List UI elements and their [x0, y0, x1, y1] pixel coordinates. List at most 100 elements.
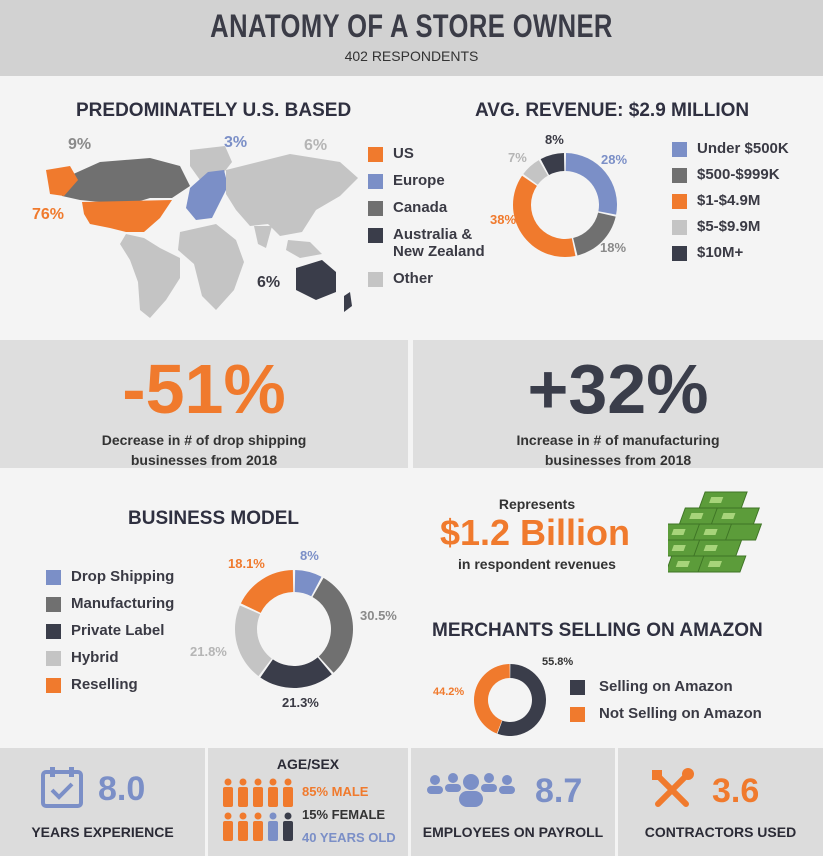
legend-1-4.9m: $1-$4.9M	[672, 192, 789, 209]
business-model-title: BUSINESS MODEL	[128, 508, 300, 529]
slice-500-999k	[573, 212, 616, 256]
calendar-icon	[41, 767, 83, 808]
slice-5-9.9m	[523, 160, 548, 185]
billion-value: $1.2 Billion	[439, 512, 631, 553]
bm-label-manufacturing: 30.5%	[360, 608, 397, 623]
manufacturing-stat: +32% Increase in # of manufacturing busi…	[413, 340, 823, 468]
legend-swatch	[368, 271, 383, 287]
rev-label-10m: 8%	[545, 132, 564, 147]
tools-icon	[652, 768, 694, 807]
contractors-label: CONTRACTORS USED	[644, 824, 797, 840]
person-icon	[238, 778, 248, 807]
africa-shape	[178, 224, 244, 310]
australia-shape	[296, 260, 336, 300]
person-icon	[238, 812, 248, 841]
legend-swatch	[570, 679, 585, 695]
person-icon	[283, 812, 293, 841]
anz-pct: 6%	[257, 274, 281, 291]
legend-hybrid: Hybrid	[46, 649, 174, 666]
revenue-title: AVG. REVENUE: $2.9 MILLION	[475, 100, 750, 121]
europe-pct: 3%	[224, 134, 248, 151]
other-pct: 6%	[304, 137, 328, 154]
slice-not-selling-amazon	[474, 664, 510, 734]
sea-islands-shape	[286, 240, 322, 258]
world-map	[46, 146, 358, 318]
legend-swatch	[672, 219, 687, 235]
legend-swatch	[368, 173, 383, 189]
person-icon	[268, 778, 278, 807]
alaska-shape	[46, 166, 78, 196]
money-stack-icon	[668, 491, 763, 573]
slice-reselling	[240, 570, 294, 613]
amazon-label-selling: 55.8%	[542, 656, 574, 668]
canada-shape	[60, 158, 190, 204]
legend-other: Other	[368, 270, 485, 287]
contractors-panel: 3.6 CONTRACTORS USED	[618, 748, 823, 856]
page-subtitle: 402 RESPONDENTS	[344, 48, 479, 64]
rev-label-5-9.9m: 7%	[508, 150, 527, 165]
legend-canada: Canada	[368, 199, 485, 216]
manufacturing-desc-1: Increase in # of manufacturing	[516, 432, 720, 448]
person-icon	[283, 778, 293, 807]
rev-label-1-4.9m: 38%	[490, 212, 517, 227]
slice-drop-shipping	[294, 570, 322, 597]
legend-us: US	[368, 145, 485, 162]
manufacturing-desc-2: businesses from 2018	[544, 452, 692, 468]
employees-value: 8.7	[535, 772, 583, 810]
bm-label-hybrid: 21.8%	[190, 644, 227, 659]
legend-swatch	[368, 227, 383, 243]
bm-label-private-label: 21.3%	[282, 695, 319, 710]
asia-shape	[226, 154, 358, 236]
legend-swatch	[672, 193, 687, 209]
canada-pct: 9%	[68, 136, 92, 153]
drop-shipping-value: -51%	[122, 350, 286, 428]
slice-private-label	[260, 657, 332, 688]
legend-not-selling: Not Selling on Amazon	[570, 705, 762, 722]
legend-anz: Australia &	[368, 226, 485, 243]
legend-swatch	[368, 200, 383, 216]
legend-swatch	[672, 141, 687, 157]
revenue-donut	[513, 153, 617, 257]
europe-shape	[186, 170, 228, 220]
rev-label-under500k: 28%	[601, 152, 628, 167]
legend-swatch	[672, 167, 687, 183]
revenue-legend: Under $500K $500-$999K $1-$4.9M $5-$9.9M…	[672, 140, 789, 261]
us-pct: 76%	[32, 206, 65, 223]
legend-swatch	[46, 596, 61, 612]
age-value: 40 YEARS OLD	[302, 830, 396, 845]
india-shape	[254, 226, 272, 248]
legend-private-label: Private Label	[46, 622, 174, 639]
page-title: ANATOMY OF A STORE OWNER	[210, 8, 613, 44]
legend-swatch	[570, 706, 585, 722]
billion-pre: Represents	[498, 496, 576, 512]
amazon-donut	[474, 664, 546, 736]
legend-swatch	[46, 569, 61, 585]
legend-10m: $10M+	[672, 244, 789, 261]
years-value: 8.0	[98, 770, 146, 808]
legend-selling: Selling on Amazon	[570, 678, 762, 695]
legend-5-9.9m: $5-$9.9M	[672, 218, 789, 235]
person-icon	[253, 812, 263, 841]
slice-manufacturing	[312, 577, 353, 673]
employees-panel: 8.7 EMPLOYEES ON PAYROLL	[411, 748, 615, 856]
amazon-title: MERCHANTS SELLING ON AMAZON	[432, 620, 763, 641]
legend-swatch	[368, 146, 383, 162]
drop-shipping-stat: -51% Decrease in # of drop shipping busi…	[0, 340, 408, 468]
legend-manufacturing: Manufacturing	[46, 595, 174, 612]
header-banner: ANATOMY OF A STORE OWNER 402 RESPONDENTS	[0, 0, 823, 76]
contractors-value: 3.6	[712, 772, 760, 810]
female-pct: 15% FEMALE	[302, 807, 386, 822]
location-legend: US Europe Canada Australia & New Zealand…	[368, 145, 485, 287]
male-pct: 85% MALE	[302, 784, 369, 799]
drop-shipping-desc-1: Decrease in # of drop shipping	[101, 432, 307, 448]
rev-label-500-999k: 18%	[600, 240, 627, 255]
slice-1-4.9m	[513, 175, 576, 257]
age-sex-title: AGE/SEX	[276, 756, 340, 772]
person-icon	[268, 812, 278, 841]
years-label: YEARS EXPERIENCE	[31, 824, 174, 840]
south-america-shape	[120, 234, 180, 318]
person-icon	[223, 778, 233, 807]
bm-label-drop-shipping: 8%	[300, 548, 319, 563]
legend-drop-shipping: Drop Shipping	[46, 568, 174, 585]
